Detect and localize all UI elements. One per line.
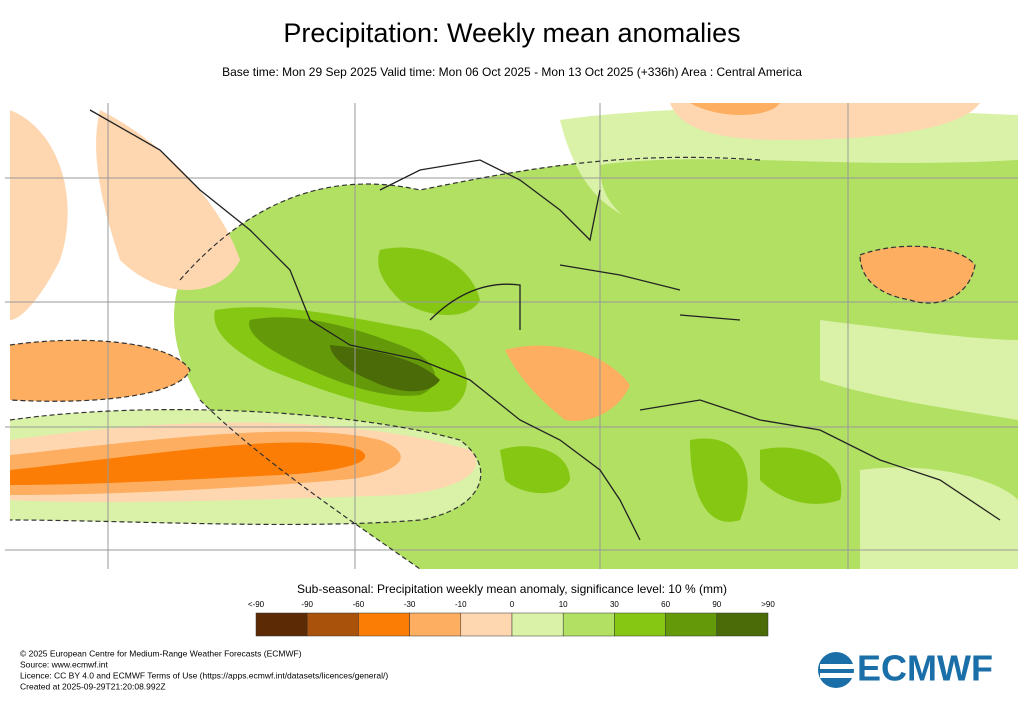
colorbar-box — [460, 612, 513, 637]
anomaly-area — [860, 467, 1018, 569]
colorbar: <-90 -90 -60 -30 -10 0 10 30 60 90 >90 — [248, 600, 775, 637]
anomaly-area — [690, 438, 748, 522]
anomaly-area — [820, 320, 1018, 420]
colorbar-label: 10 — [559, 600, 568, 609]
colorbar-box — [255, 612, 308, 637]
colorbar-box — [358, 612, 410, 637]
colorbar-box — [665, 612, 718, 637]
logo-text: ECMWF — [857, 648, 993, 689]
anomaly-area — [690, 103, 780, 116]
colorbar-label: -60 — [353, 600, 365, 609]
subtitle: Base time: Mon 29 Sep 2025 Valid time: M… — [222, 65, 802, 79]
colorbar-box — [409, 612, 462, 637]
colorbar-box — [562, 612, 615, 637]
title: Precipitation: Weekly mean anomalies — [283, 18, 740, 48]
anomaly-area — [760, 447, 842, 504]
colorbar-box — [716, 612, 769, 637]
colorbar-label: -90 — [301, 600, 313, 609]
colorbar-label: 30 — [610, 600, 619, 609]
legend-title: Sub-seasonal: Precipitation weekly mean … — [297, 582, 727, 596]
footer-line: Source: www.ecmwf.int — [20, 659, 108, 669]
colorbar-box — [614, 612, 666, 637]
anomaly-area — [96, 110, 240, 290]
colorbar-label: 90 — [712, 600, 721, 609]
footer-line: Licence: CC BY 4.0 and ECMWF Terms of Us… — [20, 670, 388, 680]
colorbar-box — [306, 612, 359, 637]
colorbar-label: -30 — [404, 600, 416, 609]
anomaly-area — [10, 340, 190, 402]
logo: ECMWF — [818, 648, 993, 689]
colorbar-label: -10 — [455, 600, 467, 609]
anomaly-area — [330, 345, 440, 392]
colorbar-label: <-90 — [248, 600, 265, 609]
anomaly-area — [10, 442, 366, 485]
colorbar-box — [511, 612, 564, 637]
colorbar-label: 60 — [661, 600, 670, 609]
footer-line: Created at 2025-09-29T21:20:08.992Z — [20, 681, 166, 691]
colorbar-label: >90 — [761, 600, 775, 609]
colorbar-label: 0 — [510, 600, 515, 609]
anomaly-area — [505, 345, 630, 421]
anomaly-area — [860, 246, 975, 304]
anomaly-area — [10, 110, 68, 320]
anomaly-area — [500, 446, 570, 494]
anomaly-area — [378, 247, 480, 315]
footer: © 2025 European Centre for Medium-Range … — [20, 648, 388, 691]
footer-line: © 2025 European Centre for Medium-Range … — [20, 648, 302, 658]
map — [5, 103, 1018, 570]
